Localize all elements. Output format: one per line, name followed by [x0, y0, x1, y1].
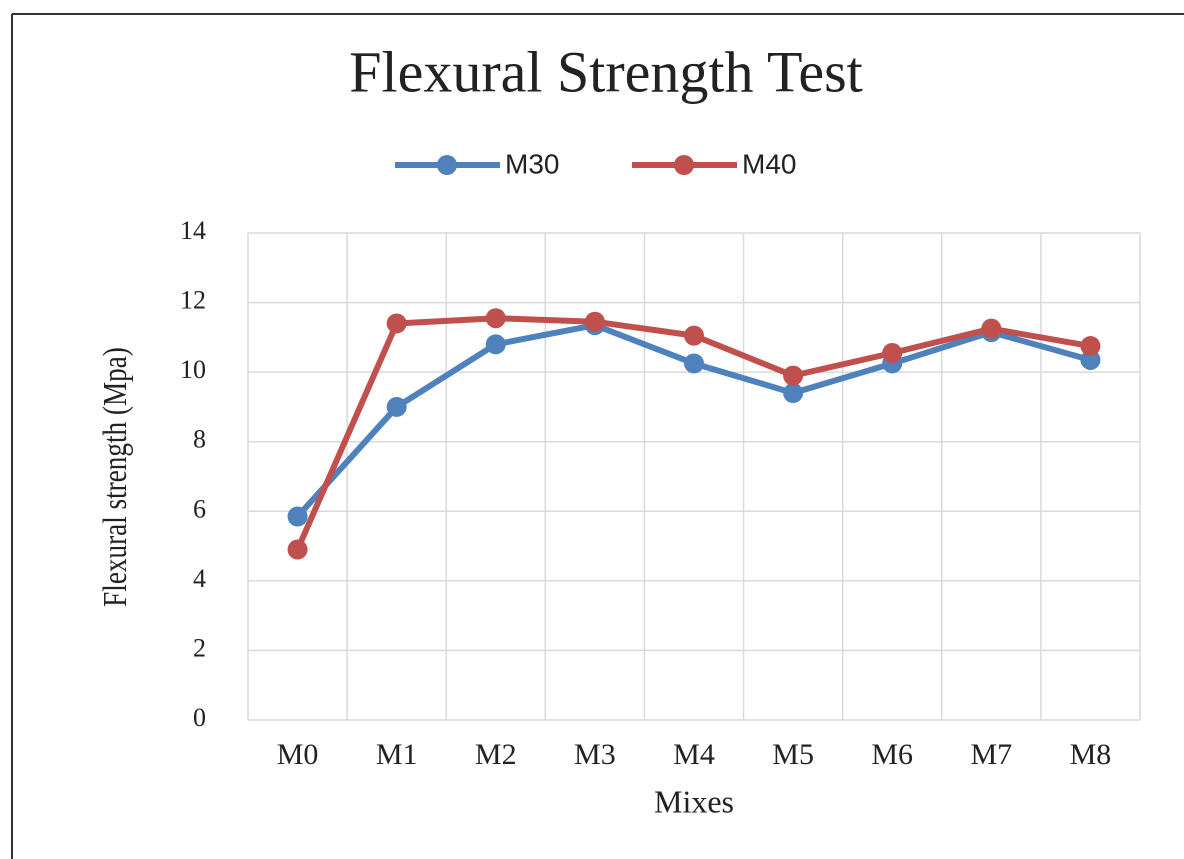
x-tick-label: M4	[673, 738, 715, 771]
y-tick-label: 12	[180, 286, 206, 315]
x-axis-label: Mixes	[654, 783, 734, 819]
point	[386, 313, 407, 334]
x-tick-label: M0	[277, 738, 319, 771]
point	[287, 506, 308, 527]
y-tick-label: 2	[193, 633, 206, 662]
point	[287, 539, 308, 560]
point	[684, 353, 704, 374]
y-tick-label: 6	[193, 494, 206, 523]
x-tick-label: M6	[871, 738, 913, 771]
x-tick-label: M3	[574, 738, 616, 771]
point	[684, 325, 704, 346]
y-axis-label: Flexural strength (Mpa)	[96, 347, 134, 607]
point	[783, 383, 804, 404]
point	[783, 365, 804, 386]
y-tick-label: 4	[193, 564, 206, 593]
point	[1080, 336, 1101, 357]
x-tick-label: M1	[376, 738, 418, 771]
x-tick-label: M7	[970, 738, 1012, 771]
point	[981, 318, 1002, 339]
point	[1080, 349, 1101, 370]
y-tick-label: 8	[193, 425, 206, 454]
legend-label: M40	[742, 148, 796, 179]
point	[485, 334, 506, 355]
legend-marker	[437, 155, 457, 175]
y-tick-label: 10	[180, 355, 206, 384]
series-line	[294, 315, 1091, 551]
x-tick-label: M8	[1070, 738, 1112, 771]
x-tick-label: M5	[772, 738, 814, 771]
legend-label: M30	[505, 148, 559, 179]
point	[386, 396, 407, 417]
x-tick-label: M2	[475, 738, 517, 771]
point	[485, 308, 506, 329]
chart-title: Flexural Strength Test	[349, 39, 863, 104]
point	[584, 311, 605, 332]
y-tick-label: 0	[193, 703, 206, 732]
y-tick-label: 14	[180, 216, 206, 245]
point	[882, 343, 903, 364]
legend-marker	[674, 155, 694, 175]
